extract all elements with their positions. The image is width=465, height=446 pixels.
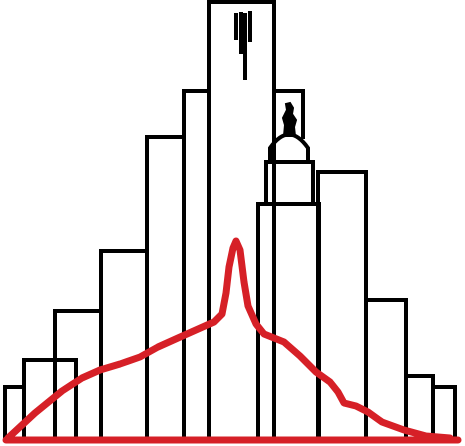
dome-statue bbox=[281, 101, 298, 137]
building-beside-tower bbox=[182, 89, 211, 442]
building-far-right bbox=[431, 385, 457, 442]
building-center-left bbox=[145, 135, 186, 442]
building-right-of-tower bbox=[272, 89, 305, 139]
capitol-base-tower bbox=[256, 202, 321, 442]
mountain-outline bbox=[4, 237, 454, 442]
tower-window-marks bbox=[234, 11, 252, 80]
city-buildings bbox=[3, 0, 457, 442]
building-left-tall bbox=[99, 249, 149, 442]
central-tower bbox=[207, 0, 276, 442]
